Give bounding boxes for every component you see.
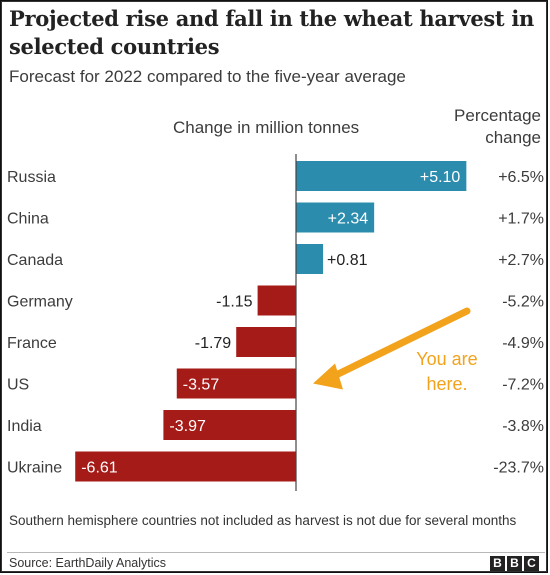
chart-title: Projected rise and fall in the wheat har…	[9, 6, 534, 59]
value-label: -1.15	[216, 294, 253, 311]
category-label: US	[7, 377, 29, 394]
category-label: France	[7, 335, 57, 352]
logo-letter: B	[507, 556, 522, 571]
logo-letter: B	[490, 556, 505, 571]
bar-france	[236, 327, 296, 357]
value-label: -3.57	[183, 377, 220, 394]
bar-india	[163, 410, 296, 440]
category-label: Canada	[7, 252, 63, 269]
percentage-label: +2.7%	[498, 252, 544, 269]
bars-layer	[75, 161, 467, 482]
bar-ukraine	[75, 451, 296, 482]
percentage-label: -3.8%	[502, 418, 544, 435]
category-label: India	[7, 418, 42, 435]
value-label: +2.34	[328, 211, 369, 228]
bar-china	[296, 202, 375, 233]
bar-canada	[296, 244, 324, 274]
annotation-arrow-head	[313, 363, 343, 390]
percentage-label: -5.2%	[502, 294, 544, 311]
labels-layer: Russia +5.10 +6.5% China +2.34 +1.7% Canada +0.…	[7, 169, 544, 477]
chart-subtitle: Forecast for 2022 compared to the five-y…	[9, 67, 406, 86]
footer-divider	[7, 552, 545, 553]
bar-germany	[257, 285, 296, 316]
percentage-label: -4.9%	[502, 335, 544, 352]
annotation-text-line1: You are	[416, 349, 477, 369]
percentage-column-title: Percentage change	[454, 106, 541, 147]
value-label: -3.97	[169, 418, 206, 435]
value-label: +5.10	[420, 169, 461, 186]
logo-letter: C	[524, 556, 539, 571]
percentage-label: -7.2%	[502, 377, 544, 394]
category-label: Ukraine	[7, 460, 62, 477]
category-label: Germany	[7, 294, 73, 311]
bbc-logo: B B C	[490, 556, 539, 571]
bar-us	[176, 368, 296, 399]
value-label: +0.81	[327, 252, 368, 269]
footnote: Southern hemisphere countries not includ…	[9, 513, 517, 528]
source-credit: Source: EarthDaily Analytics	[9, 556, 167, 570]
annotation-text-line2: here.	[426, 374, 467, 394]
bar-russia	[296, 161, 467, 191]
category-label: Russia	[7, 169, 56, 186]
category-label: China	[7, 211, 49, 228]
annotation-arrow-shaft	[327, 307, 471, 381]
percentage-label: +6.5%	[498, 169, 544, 186]
percentage-label: +1.7%	[498, 211, 544, 228]
x-axis-title: Change in million tonnes	[173, 118, 360, 137]
value-label: -1.79	[195, 335, 232, 352]
value-label: -6.61	[81, 460, 118, 477]
annotation-layer: You are here.	[313, 307, 478, 394]
percentage-label: -23.7%	[493, 460, 544, 477]
